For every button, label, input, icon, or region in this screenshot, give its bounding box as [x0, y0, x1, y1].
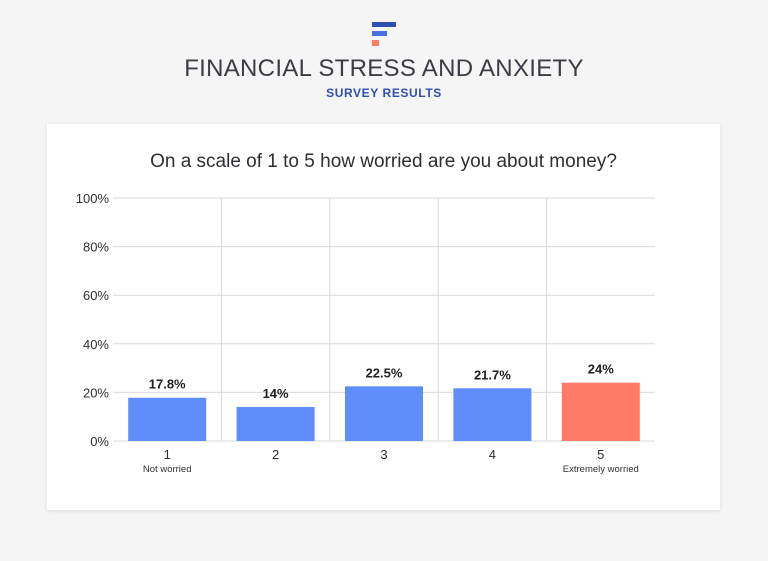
y-tick-label: 0%	[90, 434, 109, 449]
x-tick-label: 4	[489, 447, 496, 462]
bar-value-label: 21.7%	[474, 367, 511, 382]
x-tick-sublabel: Not worried	[143, 464, 192, 475]
y-tick-label: 20%	[83, 385, 109, 400]
bar-value-label: 17.8%	[149, 377, 186, 392]
bar	[453, 388, 532, 441]
page-title: FINANCIAL STRESS AND ANXIETY	[184, 55, 584, 82]
x-tick-label: 1	[164, 447, 171, 462]
bar	[128, 397, 207, 441]
x-tick-label: 3	[380, 447, 387, 462]
bar	[236, 406, 315, 441]
logo-icon	[372, 22, 396, 46]
bar-value-label: 24%	[588, 362, 614, 377]
x-tick-label: 5	[597, 447, 604, 462]
y-tick-label: 40%	[83, 337, 109, 352]
chart-title: On a scale of 1 to 5 how worried are you…	[150, 151, 617, 172]
y-tick-label: 60%	[83, 288, 109, 303]
bar-value-label: 22.5%	[366, 365, 403, 380]
x-tick-sublabel: Extremely worried	[563, 464, 639, 475]
bar-value-label: 14%	[263, 386, 289, 401]
y-tick-label: 80%	[83, 240, 109, 255]
chart-card: On a scale of 1 to 5 how worried are you…	[47, 124, 720, 510]
y-tick-label: 100%	[76, 191, 110, 206]
x-tick-label: 2	[272, 447, 279, 462]
bar	[345, 386, 423, 441]
page-subtitle: SURVEY RESULTS	[326, 86, 442, 100]
bar	[561, 382, 640, 441]
